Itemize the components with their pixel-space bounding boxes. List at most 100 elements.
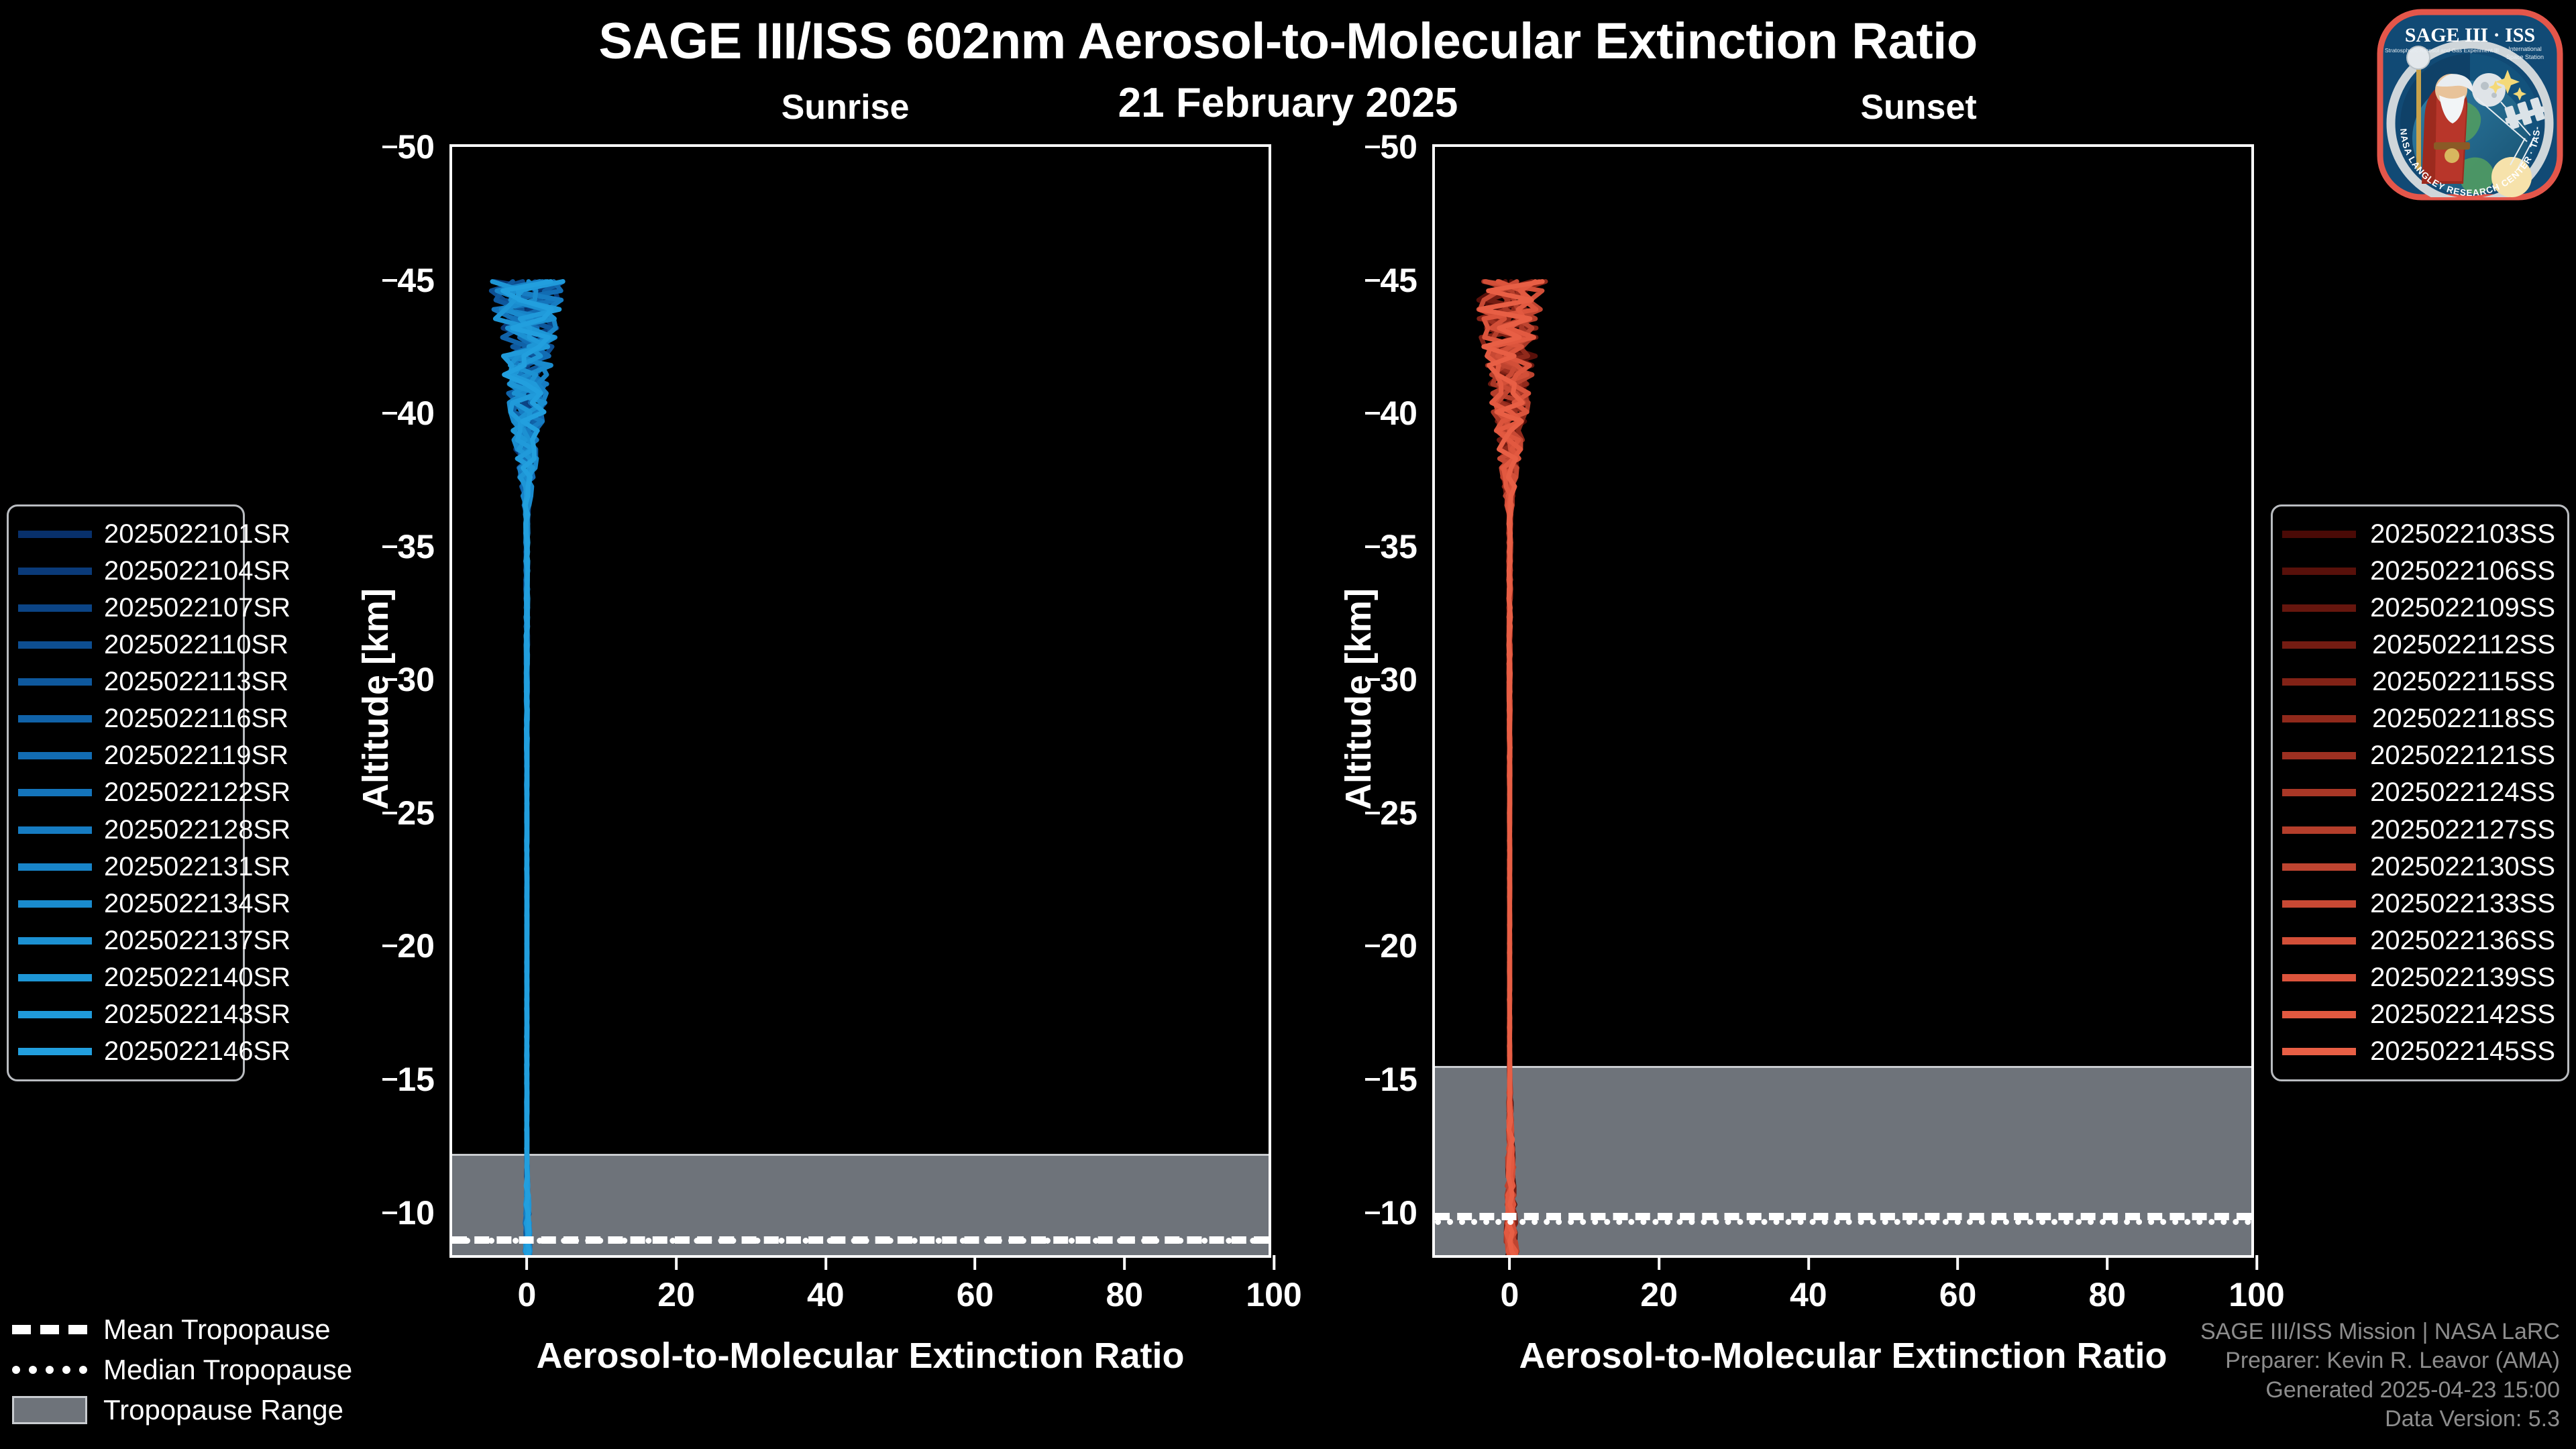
legend-item[interactable]: 2025022139SS: [2282, 959, 2555, 996]
xtick-mark: [1807, 1255, 1810, 1270]
legend-item[interactable]: 2025022119SR: [18, 737, 288, 774]
date-subtitle: 21 February 2025: [1118, 80, 1458, 126]
legend-item-label: 2025022116SR: [104, 704, 289, 734]
legend-item[interactable]: 2025022112SS: [2282, 627, 2555, 663]
legend-item[interactable]: 2025022142SS: [2282, 996, 2555, 1033]
tropopause-dotted-swatch: [12, 1366, 87, 1374]
sunrise-median-tropopause-line: [452, 1238, 1269, 1244]
legend-item[interactable]: 2025022101SR: [18, 516, 290, 553]
ytick-mark: [1365, 811, 1381, 814]
legend-item-label: 2025022119SR: [104, 741, 289, 771]
legend-item[interactable]: 2025022113SR: [18, 663, 288, 700]
legend-item[interactable]: 2025022134SR: [18, 885, 290, 922]
sunrise-ytick-10: 10: [382, 1193, 452, 1232]
legend-item[interactable]: 2025022136SS: [2282, 922, 2555, 959]
legend-item-label: 2025022139SS: [2370, 962, 2555, 992]
legend-color-swatch: [18, 826, 92, 834]
legend-item-label: 2025022143SR: [104, 999, 291, 1029]
sunrise-plot-frame[interactable]: 10 15 20 25 30 35 40 45 50 0 20 40 60 80 100: [382, 128, 1302, 1313]
legend-color-swatch: [18, 641, 92, 649]
legend-item[interactable]: 2025022110SR: [18, 627, 288, 663]
sunset-ytick-10: 10: [1365, 1193, 1435, 1232]
legend-color-swatch: [2282, 789, 2356, 797]
sunset-profile-legend[interactable]: 2025022103SS 2025022106SS 2025022109SS 2025…: [2271, 504, 2569, 1081]
legend-item[interactable]: 2025022121SS: [2282, 737, 2555, 774]
sunrise-xtick-20: 20: [657, 1255, 695, 1314]
credits-line: Preparer: Kevin R. Leavor (AMA): [2225, 1348, 2560, 1374]
xtick-mark: [1956, 1255, 1960, 1270]
xtick-mark: [1658, 1255, 1661, 1270]
legend-item-label: 2025022107SR: [104, 593, 291, 623]
legend-item[interactable]: 2025022146SR: [18, 1033, 290, 1070]
legend-item[interactable]: 2025022127SS: [2282, 812, 2555, 849]
legend-item-label: 2025022134SR: [104, 888, 291, 918]
logo-subtitle-left: Stratospheric Aerosol and Gas Experiment…: [2385, 47, 2499, 54]
sage-iii-iss-mission-patch-logo: SAGE III · ISS Stratospheric Aerosol and…: [2366, 0, 2571, 205]
sunset-profile-curves: [1476, 279, 1548, 1255]
legend-item-label: 2025022142SS: [2370, 999, 2555, 1029]
legend-item-label: 2025022131SR: [104, 851, 291, 881]
legend-item[interactable]: 2025022118SS: [2282, 700, 2555, 737]
tropopause-legend-item: Tropopause Range: [12, 1390, 388, 1430]
tropopause-legend-label: Mean Tropopause: [103, 1313, 331, 1345]
xtick-mark: [1273, 1255, 1275, 1270]
legend-item-label: 2025022145SS: [2370, 1036, 2555, 1066]
legend-item[interactable]: 2025022109SS: [2282, 590, 2555, 627]
sunrise-xtick-40: 40: [807, 1255, 845, 1314]
legend-color-swatch: [2282, 678, 2356, 686]
legend-item-label: 2025022124SS: [2370, 777, 2555, 808]
xtick-mark: [1123, 1255, 1126, 1270]
legend-color-swatch: [2282, 752, 2356, 760]
legend-color-swatch: [2282, 826, 2356, 834]
legend-item[interactable]: 2025022106SS: [2282, 553, 2555, 590]
legend-item[interactable]: 2025022128SR: [18, 812, 290, 849]
legend-item[interactable]: 2025022107SR: [18, 590, 290, 627]
legend-item[interactable]: 2025022115SS: [2282, 663, 2555, 700]
legend-color-swatch: [2282, 863, 2356, 871]
sunrise-ytick-20: 20: [382, 926, 452, 965]
legend-item[interactable]: 2025022130SS: [2282, 849, 2555, 885]
legend-item[interactable]: 2025022103SS: [2282, 516, 2555, 553]
sunset-yaxis-label: Altitude [km]: [1338, 588, 1379, 810]
sunset-ytick-25: 25: [1365, 794, 1435, 833]
sunrise-plot-area: [452, 147, 1269, 1255]
sunrise-yaxis-label: Altitude [km]: [356, 588, 396, 810]
sunset-ytick-40: 40: [1365, 394, 1435, 433]
sunset-xaxis-label: Aerosol-to-Molecular Extinction Ratio: [1519, 1336, 2167, 1376]
sunrise-xaxis-label: Aerosol-to-Molecular Extinction Ratio: [536, 1336, 1185, 1376]
legend-item[interactable]: 2025022137SR: [18, 922, 290, 959]
credits-line: SAGE III/ISS Mission | NASA LaRC: [2200, 1318, 2560, 1344]
legend-item-label: 2025022112SS: [2372, 630, 2555, 660]
ytick-mark: [382, 545, 398, 548]
legend-item[interactable]: 2025022116SR: [18, 700, 288, 737]
sunset-plot-frame[interactable]: 10 15 20 25 30 35 40 45 50 0 20 40 60 80 100: [1365, 128, 2285, 1313]
legend-item-label: 2025022110SR: [104, 630, 289, 660]
legend-color-swatch: [18, 604, 92, 612]
ytick-mark: [1365, 278, 1381, 282]
sunrise-xtick-80: 80: [1106, 1255, 1143, 1314]
sunrise-profile-legend[interactable]: 2025022101SR 2025022104SR 2025022107SR 2025…: [7, 504, 290, 1081]
sunrise-ytick-15: 15: [382, 1060, 452, 1099]
legend-item[interactable]: 2025022124SS: [2282, 774, 2555, 811]
ytick-mark: [1365, 678, 1381, 682]
legend-item[interactable]: 2025022145SS: [2282, 1033, 2555, 1070]
legend-color-swatch: [2282, 973, 2356, 981]
legend-color-swatch: [18, 752, 92, 760]
sunset-xtick-80: 80: [2088, 1255, 2126, 1314]
legend-item[interactable]: 2025022104SR: [18, 553, 290, 590]
legend-item[interactable]: 2025022143SR: [18, 996, 290, 1033]
legend-color-swatch: [18, 789, 92, 797]
ytick-mark: [1365, 146, 1381, 148]
legend-color-swatch: [2282, 531, 2356, 539]
legend-item[interactable]: 2025022140SR: [18, 959, 290, 996]
legend-item[interactable]: 2025022133SS: [2282, 885, 2555, 922]
legend-item[interactable]: 2025022131SR: [18, 849, 290, 885]
legend-item[interactable]: 2025022122SR: [18, 774, 290, 811]
legend-item-label: 2025022127SS: [2370, 814, 2555, 845]
tropopause-legend-label: Tropopause Range: [103, 1394, 344, 1426]
sunrise-xtick-0: 0: [517, 1255, 536, 1314]
page-title: SAGE III/ISS 602nm Aerosol-to-Molecular …: [598, 13, 1978, 70]
sunrise-ytick-25: 25: [382, 794, 452, 833]
legend-color-swatch: [18, 900, 92, 908]
legend-item-label: 2025022146SR: [104, 1036, 291, 1066]
